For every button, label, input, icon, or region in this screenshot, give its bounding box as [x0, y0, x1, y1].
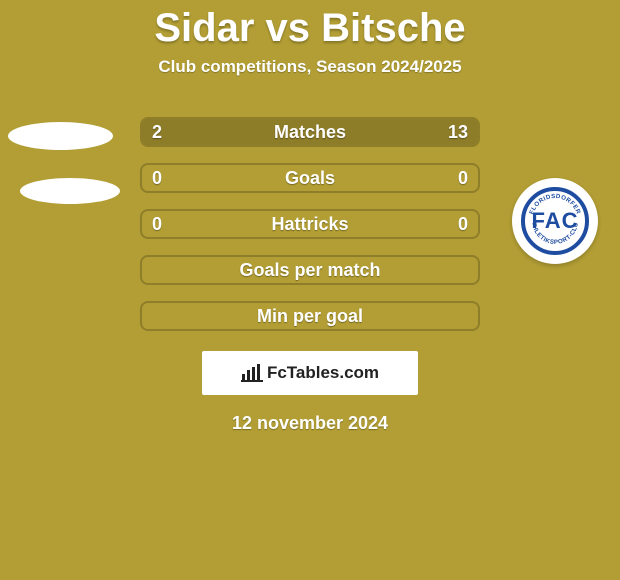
svg-text:FLORIDSDORFER: FLORIDSDORFER	[528, 193, 582, 215]
page-subtitle: Club competitions, Season 2024/2025	[0, 57, 620, 77]
footer-brand-text: FcTables.com	[267, 363, 379, 383]
stat-row: 00Hattricks	[140, 209, 480, 239]
stat-label: Hattricks	[142, 211, 478, 237]
stat-row: Min per goal	[140, 301, 480, 331]
stat-row: Goals per match	[140, 255, 480, 285]
stat-row: 00Goals	[140, 163, 480, 193]
stat-label: Goals per match	[142, 257, 478, 283]
left-team-placeholder-icon	[8, 122, 113, 150]
page-title: Sidar vs Bitsche	[0, 6, 620, 51]
stat-label: Min per goal	[142, 303, 478, 329]
date-text: 12 november 2024	[0, 413, 620, 434]
stat-label: Matches	[142, 119, 478, 145]
stat-row: 213Matches	[140, 117, 480, 147]
stat-label: Goals	[142, 165, 478, 191]
bar-chart-icon	[241, 364, 263, 382]
badge-ring-text: FLORIDSDORFER ATHLETIKSPORT-CLUB	[525, 191, 585, 251]
right-team-badge: FLORIDSDORFER ATHLETIKSPORT-CLUB FAC	[512, 178, 598, 264]
footer-brand-box: FcTables.com	[202, 351, 418, 395]
left-team-placeholder-icon	[20, 178, 120, 204]
